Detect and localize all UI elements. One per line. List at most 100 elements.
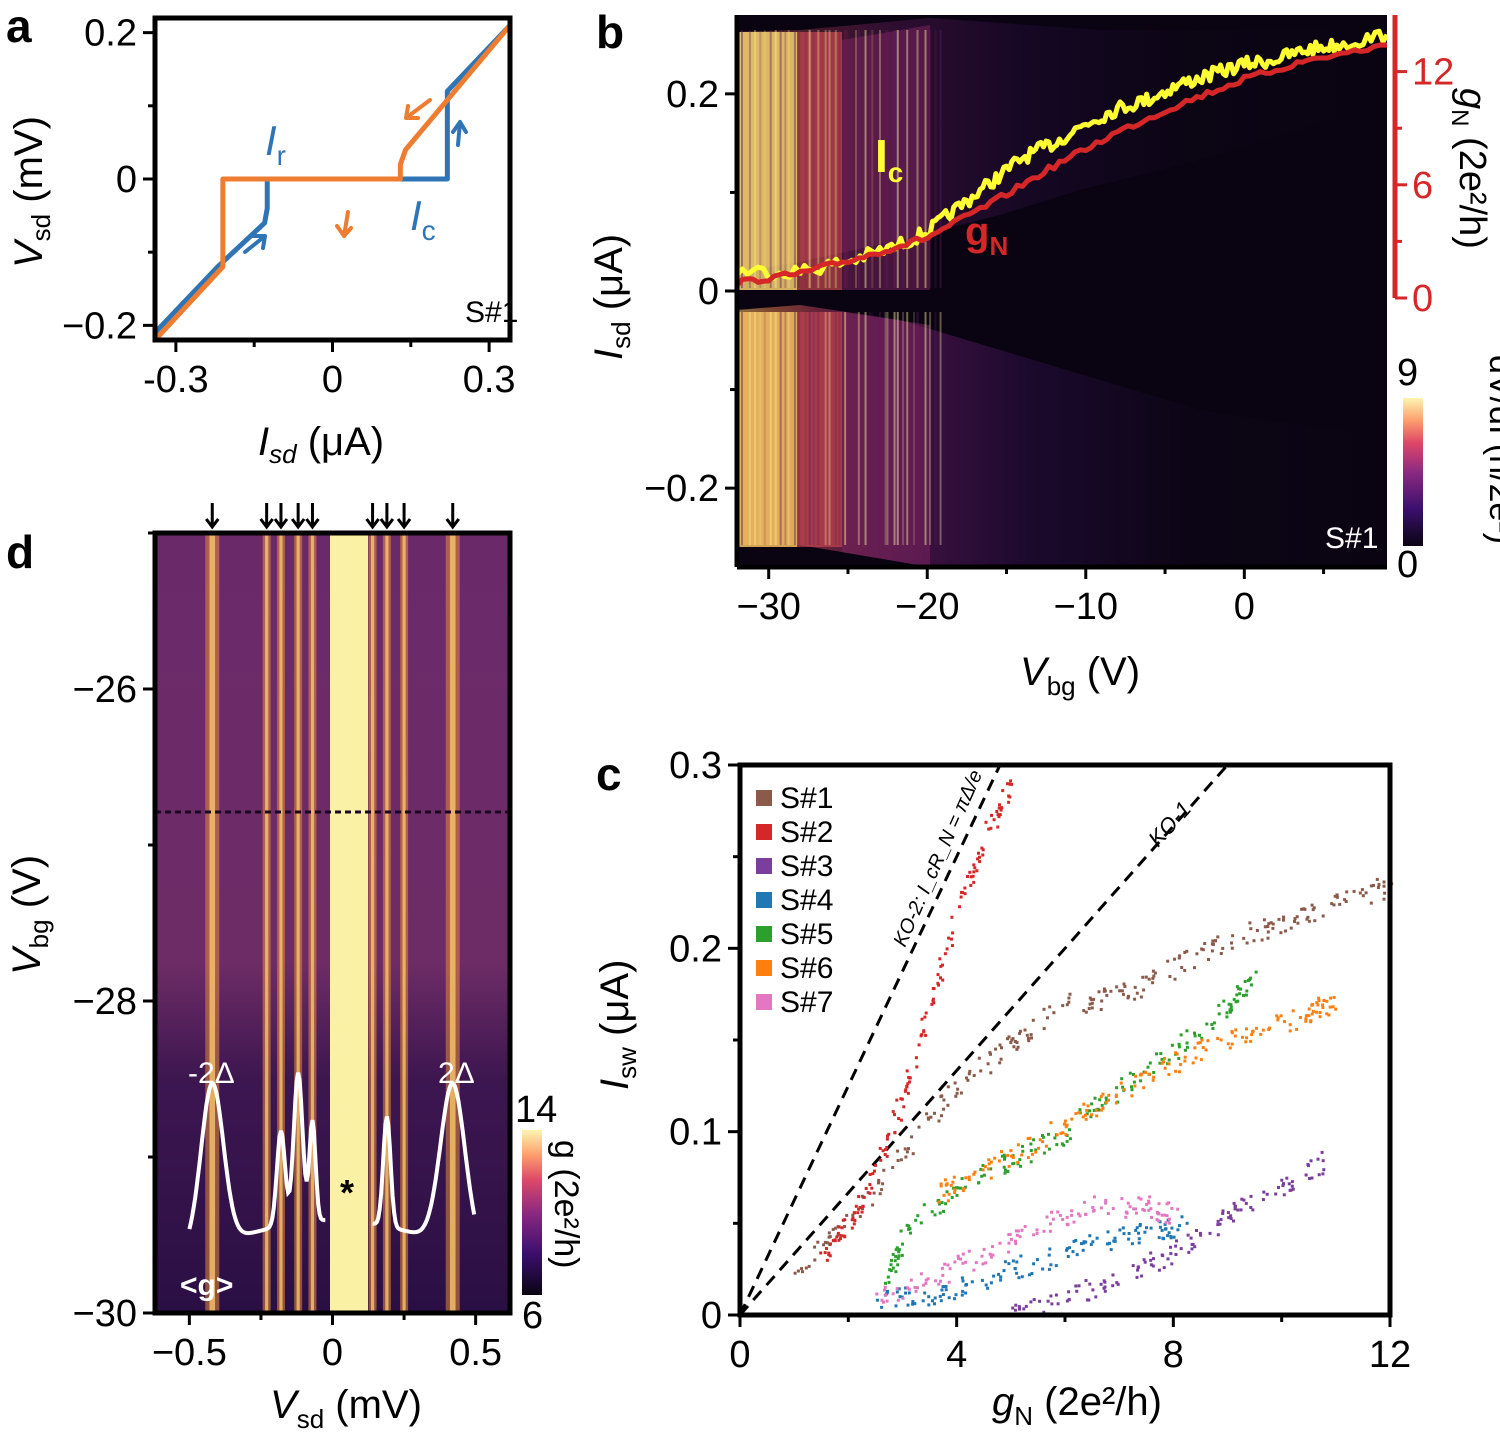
- panel-c-point: [871, 1203, 875, 1207]
- panel-c-point: [1293, 917, 1297, 921]
- panel-c-point: [1196, 1041, 1200, 1045]
- panel-b-xtick-label: 0: [1234, 586, 1255, 628]
- panel-c-point: [1127, 1232, 1131, 1235]
- panel-c-point: [1310, 903, 1314, 907]
- panel-c-point: [955, 1091, 959, 1095]
- panel-c-point: [845, 1213, 849, 1217]
- panel-c-point: [1009, 1041, 1013, 1045]
- panel-c-point: [1118, 989, 1122, 993]
- panel-c-point: [1007, 794, 1011, 798]
- panel-c-point: [996, 813, 1000, 817]
- panel-c-point: [1249, 1206, 1253, 1209]
- panel-c-point: [1045, 1215, 1049, 1219]
- panel-c-point: [944, 1202, 948, 1206]
- panel-c-point: [1120, 1197, 1124, 1201]
- panel-c-point: [913, 1285, 917, 1289]
- panel-c-point: [1198, 1033, 1201, 1037]
- panel-c-point: [1235, 985, 1239, 989]
- panel-c-point: [829, 1242, 832, 1246]
- panel-c-point: [1172, 1235, 1176, 1239]
- panel-c-point: [1003, 1157, 1006, 1161]
- panel-c-point: [1070, 1117, 1074, 1121]
- panel-c-point: [1187, 1250, 1191, 1254]
- panel-c-point: [827, 1231, 831, 1235]
- panel-c-point: [901, 1296, 905, 1300]
- panel-c-point: [924, 1033, 928, 1037]
- panel-c-point: [1191, 1061, 1195, 1065]
- panel-c-point: [929, 1115, 933, 1119]
- panel-c-point: [826, 1241, 830, 1245]
- panel-c-point: [1328, 1005, 1332, 1009]
- panel-c-point: [1148, 1195, 1152, 1199]
- panel-c-point: [1009, 1237, 1013, 1241]
- panel-c-point: [1132, 1080, 1136, 1084]
- panel-c-point: [1226, 1211, 1230, 1215]
- panel-c-legend-swatch: [756, 892, 772, 908]
- panel-b-ic-label: Ic: [875, 130, 903, 188]
- panel-d-peak-core: [370, 533, 375, 1313]
- panel-c-point: [1106, 1242, 1109, 1246]
- panel-c-point: [959, 1091, 963, 1095]
- panel-c-point: [1070, 1213, 1074, 1217]
- panel-c-point: [905, 1223, 909, 1227]
- panel-c-point: [889, 1269, 893, 1273]
- panel-c-point: [1254, 970, 1258, 974]
- panel-c-point: [862, 1195, 866, 1199]
- panel-c-point: [1332, 903, 1336, 907]
- panel-c-point: [1307, 919, 1311, 923]
- panel-c-point: [1101, 1092, 1105, 1096]
- panel-c-point: [1032, 1233, 1036, 1237]
- panel-c-point: [980, 1254, 984, 1258]
- panel-c-point: [1307, 1007, 1311, 1011]
- panel-c-point: [1230, 946, 1234, 950]
- panel-c-point: [1141, 975, 1145, 979]
- panel-c-point: [874, 1163, 877, 1167]
- panel-c-point: [825, 1247, 828, 1250]
- panel-c-point: [1300, 907, 1304, 911]
- panel-c-point: [1150, 1215, 1153, 1219]
- panel-c-point: [1018, 1235, 1022, 1239]
- panel-c-point: [1143, 1230, 1147, 1234]
- panel-c-point: [1113, 1239, 1117, 1243]
- panel-c-point: [968, 870, 972, 874]
- panel-c-point: [983, 1165, 987, 1169]
- panel-c-point: [1210, 949, 1214, 953]
- panel-d-xtick-label: −0.5: [152, 1332, 227, 1374]
- panel-c-point: [1304, 1017, 1308, 1021]
- panel-c-point: [1167, 1073, 1171, 1076]
- panel-c-point: [1120, 1077, 1124, 1081]
- panel-c-point: [941, 978, 945, 982]
- panel-c-point: [883, 1285, 887, 1289]
- panel-c-legend-label: S#2: [780, 816, 833, 849]
- panel-c-point: [1104, 1198, 1108, 1202]
- panel-c-point: [946, 1263, 950, 1267]
- panel-c-point: [1032, 1138, 1036, 1142]
- panel-c-point: [1122, 1232, 1126, 1236]
- panel-c-point: [1090, 1113, 1094, 1117]
- panel-c-point: [987, 1162, 991, 1166]
- panel-c-point: [947, 1192, 951, 1196]
- panel-c-point: [1135, 991, 1139, 995]
- panel-c-point: [939, 1182, 943, 1186]
- panel-b-ytick-label: 0.2: [666, 74, 719, 116]
- panel-c-point: [1185, 949, 1189, 953]
- panel-c-point: [914, 1218, 918, 1222]
- panel-c-point: [923, 1015, 927, 1019]
- panel-c-point: [1333, 894, 1337, 898]
- panel-c-point: [1101, 1106, 1105, 1110]
- panel-c-point: [1070, 1209, 1074, 1213]
- panel-c-point: [1249, 983, 1253, 987]
- panel-c-point: [1317, 1173, 1321, 1177]
- panel-c-point: [1011, 1162, 1015, 1166]
- panel-c-point: [1082, 1102, 1086, 1106]
- panel-c-point: [917, 1125, 921, 1129]
- panel-c-point: [1136, 1265, 1140, 1269]
- panel-c-point: [1290, 1180, 1294, 1184]
- panel-c-point: [1183, 1048, 1187, 1052]
- panel-c-point: [1193, 1031, 1196, 1035]
- panel-c-point: [1315, 1001, 1319, 1005]
- panel-c-point: [1099, 1108, 1103, 1112]
- panel-c-point: [1195, 1229, 1198, 1232]
- panel-c-point: [819, 1251, 823, 1255]
- panel-c-point: [1041, 1135, 1045, 1139]
